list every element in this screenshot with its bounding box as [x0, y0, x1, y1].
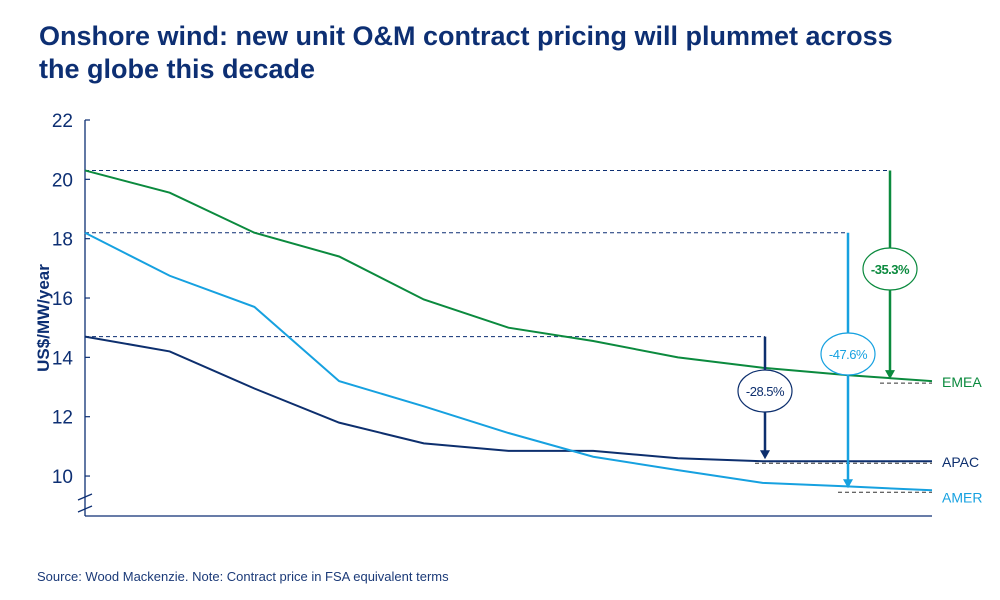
amer-arrow-head [843, 479, 853, 489]
emea-change-bubble [862, 247, 918, 291]
axis-break-mark [77, 493, 93, 501]
apac-change-bubble [737, 369, 793, 413]
y-tick-label: 14 [52, 348, 74, 369]
y-tick-label: 16 [52, 289, 73, 310]
y-tick-label: 18 [52, 230, 73, 251]
axis-break-mark [77, 505, 93, 513]
legend-label-apac: APAC [942, 454, 979, 470]
amer-change-label: -47.6% [829, 347, 868, 362]
apac-arrow-head [760, 450, 770, 460]
y-axis-label: US$/MW/year [34, 264, 53, 372]
emea-change-label: -35.3% [871, 262, 910, 277]
amer-change-bubble [820, 332, 876, 376]
y-tick-label: 22 [52, 111, 73, 132]
source-note: Source: Wood Mackenzie. Note: Contract p… [37, 569, 449, 584]
chart-title: Onshore wind: new unit O&M contract pric… [39, 21, 893, 84]
emea-arrow-head [885, 370, 895, 380]
legend-label-amer: AMER [942, 489, 982, 505]
apac-change-label: -28.5% [746, 384, 785, 399]
y-tick-label: 20 [52, 170, 73, 191]
series-line-apac [84, 335, 932, 463]
y-tick-label: 12 [52, 408, 73, 429]
y-tick-label: 10 [52, 467, 73, 488]
legend-label-emea: EMEA [942, 374, 982, 390]
series-line-emea [84, 169, 933, 383]
